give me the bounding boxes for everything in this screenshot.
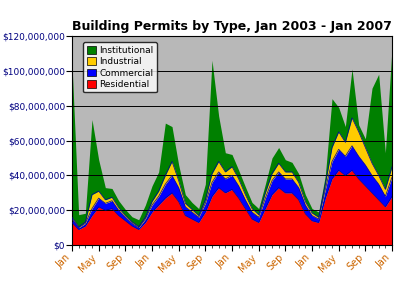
Title: Building Permits by Type, Jan 2003 - Jan 2007: Building Permits by Type, Jan 2003 - Jan…	[72, 20, 392, 33]
Legend: Institutional, Industrial, Commercial, Residential: Institutional, Industrial, Commercial, R…	[83, 42, 157, 92]
